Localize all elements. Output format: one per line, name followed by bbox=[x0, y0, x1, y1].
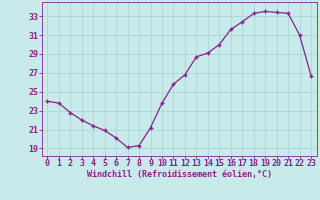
X-axis label: Windchill (Refroidissement éolien,°C): Windchill (Refroidissement éolien,°C) bbox=[87, 170, 272, 179]
